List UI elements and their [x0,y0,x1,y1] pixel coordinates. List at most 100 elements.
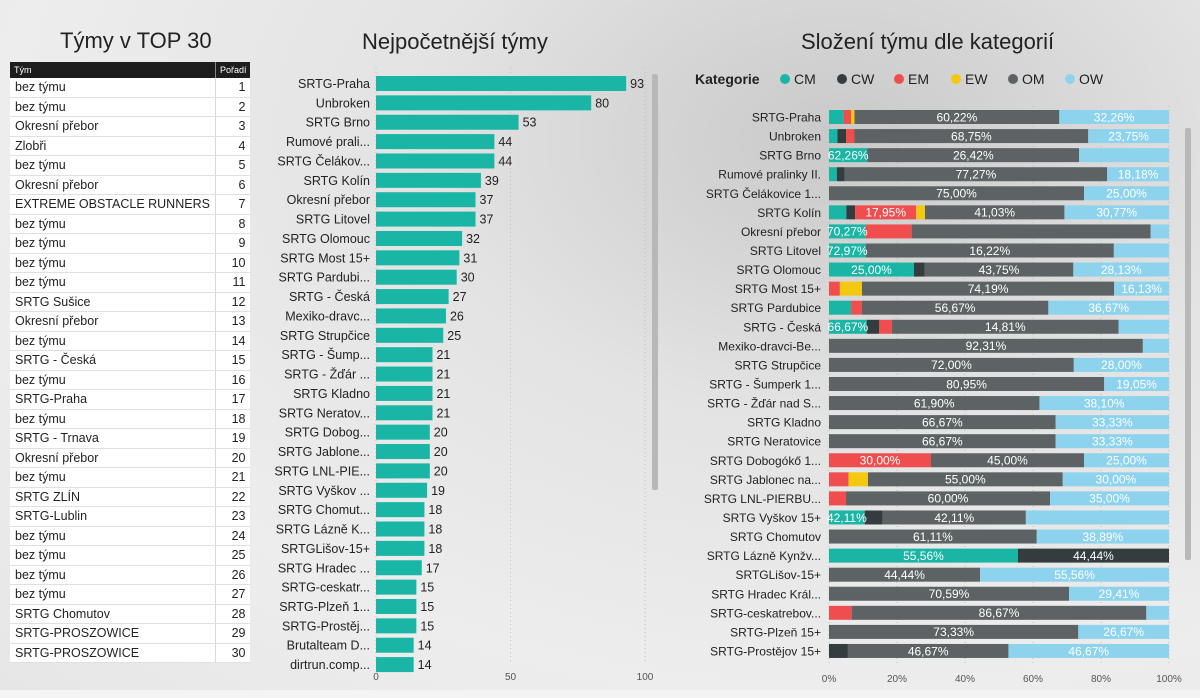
rank-cell: 26 [214,565,251,585]
table-row[interactable]: bez týmu 1 [10,78,251,98]
bar [376,134,495,150]
table-row[interactable]: bez týmu 8 [10,214,251,234]
stacked-segment-ow [1084,186,1169,201]
stacked-segment-ow [1113,243,1169,258]
rank-cell: 3 [214,116,251,137]
bar [376,289,449,305]
data-label: 25,00% [851,263,892,277]
data-label: 32,26% [1094,110,1135,124]
table-row[interactable]: SRTG - Trnava 19 [10,428,251,449]
data-label: 21 [436,348,450,362]
data-label: 44 [498,135,512,149]
data-label: 80 [595,96,609,110]
stacked-segment-cm [829,205,847,220]
table-row[interactable]: Okresní přebor 20 [10,448,251,468]
data-label: 20 [434,464,448,478]
table-row[interactable]: SRTG Chomutov 28 [10,604,251,624]
bar [376,366,433,382]
stacked-chart-title: Složení týmu dle kategorií [801,29,1055,54]
category-label: Brutalteam D... [287,639,370,653]
stacked-segment-em [829,491,846,506]
category-label: SRTG Olomouc [737,263,821,277]
table-row[interactable]: Okresní přebor 13 [10,311,251,332]
rank-cell: 15 [214,350,251,371]
data-label: 14,81% [985,320,1026,334]
bar [376,347,433,363]
team-cell: bez týmu [10,584,216,605]
table-row[interactable]: bez týmu 11 [10,272,251,293]
bar [376,269,457,285]
team-cell: bez týmu [10,253,216,273]
stacked-segment-ow [1107,167,1169,182]
data-label: 37 [480,193,494,207]
table-row[interactable]: bez týmu 14 [10,331,251,351]
table-row[interactable]: SRTG ZLÍN 22 [10,487,251,507]
data-label: 17,95% [865,206,906,220]
table-row[interactable]: EXTREME OBSTACLE RUNNERS 7 [10,194,251,215]
data-label: 19,05% [1116,377,1157,391]
table-row[interactable]: SRTG-PROSZOWICE 30 [10,643,251,663]
x-tick-label: 0% [822,674,837,685]
team-cell: Zlobři [10,136,216,156]
legend-marker [1008,74,1018,84]
bar [376,230,463,246]
data-label: 14 [418,639,432,653]
stacked-segment-om [891,319,1119,334]
x-tick-label: 50 [505,672,517,683]
team-cell: bez týmu [10,233,216,254]
table-row[interactable]: bez týmu 10 [10,253,251,273]
data-label: 43,75% [979,263,1020,277]
table-row[interactable]: Okresní přebor 3 [10,116,251,137]
table-row[interactable]: SRTG - Česká 15 [10,350,251,371]
stacked-segment-om [829,624,1079,639]
table-row[interactable]: bez týmu 2 [10,97,251,117]
data-label: 16,22% [969,244,1010,258]
data-label: 18 [428,523,442,537]
category-label: SRTG LNL-PIERBU... [704,492,821,506]
bar [376,424,430,440]
table-row[interactable]: Okresní přebor 6 [10,175,251,195]
category-label: Okresní přebor [741,225,821,239]
team-cell: Okresní přebor [10,175,216,195]
category-label: SRTG Jablone... [278,445,370,459]
data-label: 61,11% [913,530,953,544]
team-cell: bez týmu [10,409,216,429]
stacked-segment-om [829,396,1040,411]
stacked-segment-om [847,643,1009,658]
table-row[interactable]: bez týmu 16 [10,370,251,390]
table-row[interactable]: SRTG Sušice 12 [10,292,251,312]
table-row[interactable]: bez týmu 18 [10,409,251,429]
table-row[interactable]: bez týmu 26 [10,565,251,585]
category-label: SRTG Chomutov [730,530,821,544]
rank-cell: 28 [214,604,251,624]
table-row[interactable]: bez týmu 9 [10,233,251,254]
stacked-segment-om [924,262,1074,277]
stacked-segment-cm [829,129,838,144]
legend-label: CM [794,71,816,87]
stacked-segment-ow [1114,281,1169,296]
table-row[interactable]: bez týmu 21 [10,467,251,488]
category-label: SRTG Brno [759,149,821,163]
stacked-segment-om [829,567,981,582]
table-row[interactable]: SRTG-PROSZOWICE 29 [10,623,251,644]
column-header-rank[interactable]: Pořadí [214,62,251,78]
rank-cell: 25 [214,545,251,566]
team-cell: bez týmu [10,545,216,566]
column-header-team[interactable]: Tým [10,62,216,78]
table-row[interactable]: bez týmu 5 [10,155,251,176]
table-row[interactable]: bez týmu 24 [10,526,251,546]
teams-top30-table[interactable]: Tým Pořadí bez týmu 1 bez týmu 2 Okresní pře… [10,62,251,663]
rank-cell: 18 [214,409,251,429]
table-row[interactable]: bez týmu 27 [10,584,251,605]
stacked-segment-ow [1036,529,1169,544]
table-row[interactable]: bez týmu 25 [10,545,251,566]
team-cell: SRTG - Česká [10,350,216,371]
table-row[interactable]: SRTG-Praha 17 [10,389,251,410]
rank-cell: 29 [214,623,251,644]
category-label: SRTG Pardubice [731,301,822,315]
rank-cell: 17 [214,389,251,410]
data-label: 30,00% [860,454,901,468]
table-row[interactable]: SRTG-Lublin 23 [10,506,251,527]
team-cell: SRTG Sušice [10,292,216,312]
table-row[interactable]: Zlobři 4 [10,136,251,156]
